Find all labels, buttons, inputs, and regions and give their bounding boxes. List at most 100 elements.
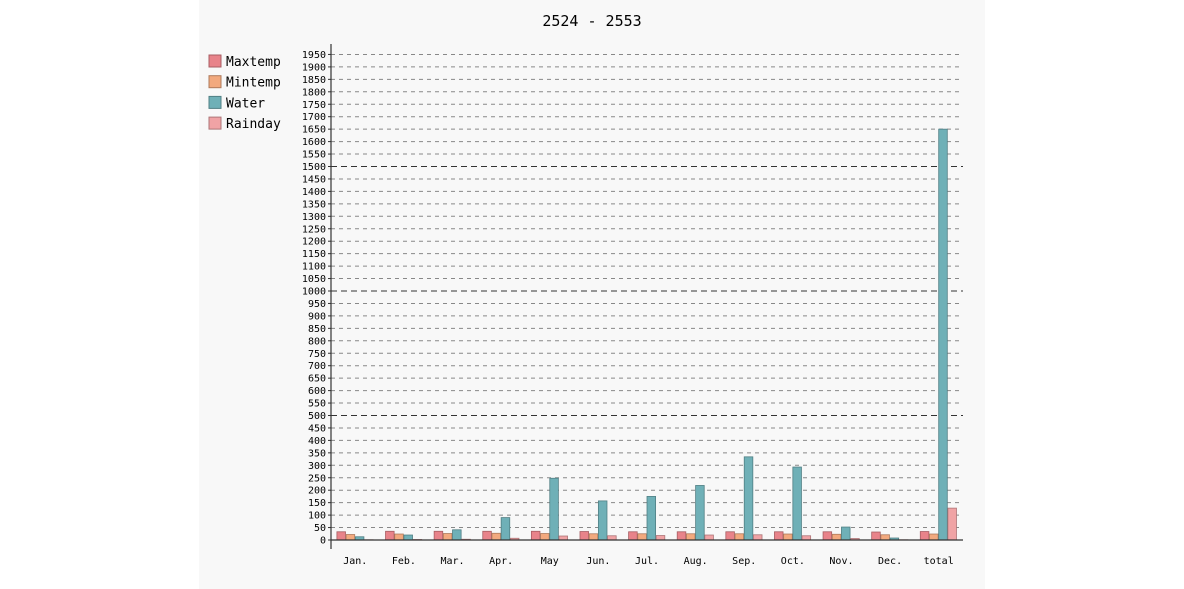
y-tick-label: 1300 (302, 212, 326, 223)
y-tick-label: 1100 (302, 262, 326, 273)
bar-maxtemp-dec (871, 531, 881, 541)
y-tick-label: 1400 (302, 187, 326, 198)
legend-swatch-mintemp (208, 75, 222, 89)
chart-title: 2524 - 2553 (542, 12, 641, 30)
bar-mintemp-jan (345, 534, 356, 541)
bar-rainday-total (947, 507, 957, 541)
y-tick-label: 900 (308, 311, 326, 322)
bar-rainday-aug (704, 534, 714, 541)
y-tick-label: 850 (308, 324, 326, 335)
y-tick-label: 1000 (302, 287, 326, 298)
bar-maxtemp-total (919, 531, 930, 541)
bar-water-feb (403, 534, 413, 541)
bar-rainday-jun (607, 535, 617, 541)
x-tick-label: Jan. (343, 556, 367, 567)
bar-rainday-sep (753, 534, 763, 541)
x-tick-label: Feb. (392, 556, 416, 567)
legend-label-mintemp: Mintemp (226, 76, 281, 91)
legend-label-water: Water (226, 96, 265, 111)
bar-water-oct (792, 466, 802, 541)
y-tick-label: 600 (308, 386, 326, 397)
bar-mintemp-jun (588, 533, 599, 541)
y-tick-label: 1750 (302, 100, 326, 111)
x-axis: Jan. Feb. Mar. Apr. May Jun. Jul. Aug. Sep. Oct. N… (331, 539, 963, 567)
y-tick-label: 1900 (302, 62, 326, 73)
bar-water-total (938, 128, 948, 541)
chart-svg: 2524 - 2553 Maxtemp Mintemp Water Rainday 0… (208, 12, 963, 567)
bar-maxtemp-feb (385, 530, 395, 541)
bar-water-jun (597, 500, 608, 541)
y-tick-label: 1150 (302, 249, 326, 260)
legend-swatch-water (208, 95, 222, 109)
legend-label-maxtemp: Maxtemp (226, 55, 281, 70)
legend: Maxtemp Mintemp Water Rainday (208, 54, 281, 132)
y-tick-label: 1800 (302, 87, 326, 98)
bar-water-sep (743, 456, 754, 541)
y-tick-label: 1950 (302, 50, 326, 61)
x-tick-label: Mar. (440, 556, 464, 567)
bar-maxtemp-aug (676, 531, 687, 541)
bar-mintemp-dec (880, 534, 890, 541)
bar-mintemp-mar (442, 533, 453, 541)
legend-swatch-maxtemp (208, 54, 222, 68)
x-tick-label: Sep. (732, 556, 756, 567)
bar-mintemp-sep (734, 533, 745, 541)
x-tick-label: Oct. (781, 556, 805, 567)
y-tick-label: 1600 (302, 137, 326, 148)
chart-panel: 2524 - 2553 Maxtemp Mintemp Water Rainday 0… (199, 0, 985, 589)
bar-maxtemp-jan (336, 531, 346, 541)
x-tick-label: Jun. (586, 556, 610, 567)
x-tick-label: total (924, 556, 954, 567)
x-tick-label: Nov. (829, 556, 853, 567)
y-tick-label: 1650 (302, 125, 326, 136)
bar-maxtemp-nov (822, 531, 833, 541)
y-tick-label: 650 (308, 374, 326, 385)
bar-water-mar (452, 529, 462, 541)
y-tick-label: 0 (320, 536, 326, 547)
grid (331, 53, 963, 529)
bars (336, 128, 957, 541)
y-tick-label: 550 (308, 399, 326, 410)
bar-mintemp-total (929, 533, 939, 541)
bar-maxtemp-sep (725, 531, 735, 541)
y-tick-label: 1850 (302, 75, 326, 86)
y-tick-label: 800 (308, 336, 326, 347)
x-tick-label: Aug. (684, 556, 708, 567)
y-tick-label: 1550 (302, 150, 326, 161)
y-tick-label: 400 (308, 436, 326, 447)
y-tick-label: 1050 (302, 274, 326, 285)
bar-mintemp-oct (783, 533, 793, 541)
bar-mintemp-feb (394, 533, 404, 541)
y-tick-label: 1350 (302, 199, 326, 210)
bar-mintemp-aug (686, 533, 696, 541)
bar-water-may (549, 477, 559, 541)
y-tick-label: 1700 (302, 112, 326, 123)
bar-mintemp-jul (637, 533, 647, 541)
bar-maxtemp-jun (579, 531, 589, 541)
bar-water-nov (841, 526, 851, 541)
y-tick-label: 750 (308, 349, 326, 360)
bar-water-apr (500, 517, 511, 541)
bar-maxtemp-oct (774, 531, 784, 541)
x-tick-label: Dec. (878, 556, 902, 567)
y-tick-label: 350 (308, 448, 326, 459)
bar-rainday-jul (655, 535, 666, 541)
y-tick-label: 200 (308, 486, 326, 497)
y-tick-label: 100 (308, 511, 326, 522)
y-tick-label: 1250 (302, 224, 326, 235)
y-tick-label: 450 (308, 423, 326, 434)
bar-mintemp-nov (831, 533, 842, 541)
bar-maxtemp-jul (628, 531, 638, 541)
x-tick-label: Apr. (489, 556, 513, 567)
y-tick-label: 150 (308, 498, 326, 509)
y-tick-label: 1450 (302, 174, 326, 185)
bar-maxtemp-may (530, 530, 541, 541)
bar-water-jul (646, 496, 657, 541)
y-tick-label: 1500 (302, 162, 326, 173)
y-tick-label: 700 (308, 361, 326, 372)
x-tick-label: May (541, 556, 559, 567)
legend-swatch-rainday (208, 116, 222, 130)
legend-label-rainday: Rainday (226, 117, 281, 132)
y-tick-label: 50 (314, 523, 326, 534)
